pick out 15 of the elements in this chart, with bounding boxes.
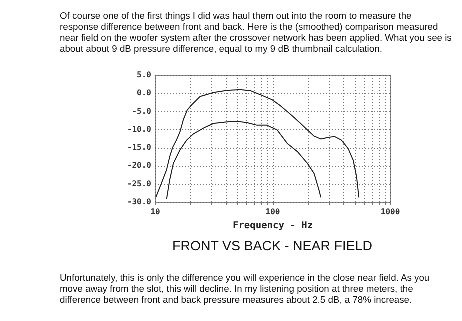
y-tick-label: 0.0 bbox=[137, 88, 152, 98]
y-tick-label: -30.0 bbox=[127, 198, 152, 206]
x-axis-title: Frequency - Hz bbox=[232, 220, 314, 232]
text: Of course one of the first things I did was haul them out into the room to measure the response difference between front and back. Here is the (smoothed) comparison measured near field on the woofer system after the crossover network has been applied. What you see is about about 9 dB pressure difference, equal to my 9 dB thumbnail calculation. bbox=[60, 10, 452, 54]
y-tick-label: -25.0 bbox=[127, 179, 152, 188]
x-tick-label: 100 bbox=[266, 208, 280, 216]
x-tick-label: 10 bbox=[150, 208, 160, 216]
text: Unfortunately, this is only the difference you will experience in the close near field. As you move away from the slot, this will decline. In my listening position at three meters, the difference between front and back pressure measures about 2.5 dB, a 78% increase. bbox=[60, 272, 431, 305]
y-tick-label: -20.0 bbox=[127, 161, 152, 170]
y-tick-label: -10.0 bbox=[127, 124, 152, 134]
x-tick-label: 1000 bbox=[380, 208, 400, 216]
y-tick-label: -5.0 bbox=[132, 106, 152, 116]
y-tick-label: 5.0 bbox=[137, 70, 152, 80]
text: FRONT VS BACK - NEAR FIELD bbox=[172, 238, 373, 254]
y-tick-label: -15.0 bbox=[127, 143, 152, 152]
